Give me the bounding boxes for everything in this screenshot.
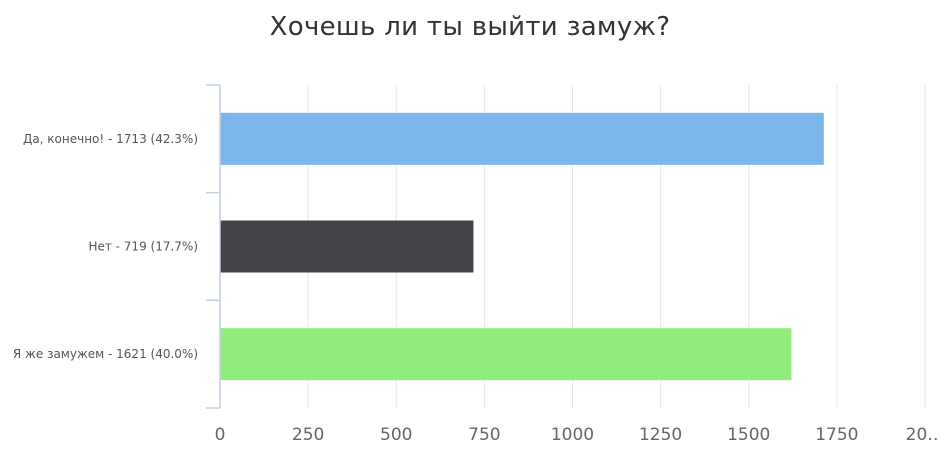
bar (220, 220, 474, 273)
x-tick-label: 1750 (815, 425, 858, 445)
x-tick-label: 250 (292, 425, 324, 445)
x-tick-label: 0 (215, 425, 226, 445)
bars (220, 112, 824, 381)
x-tick-label: 20… (906, 425, 940, 445)
chart-title: Хочешь ли ты выйти замуж? (269, 12, 671, 42)
category-label: Да, конечно! - 1713 (42.3%) (23, 132, 198, 146)
x-tick-label: 500 (380, 425, 412, 445)
bar (220, 328, 792, 381)
category-label: Нет - 719 (17.7%) (88, 240, 198, 254)
category-label: Я же замужем - 1621 (40.0%) (13, 347, 198, 361)
category-labels: Да, конечно! - 1713 (42.3%) Нет - 719 (17… (13, 132, 198, 361)
bar (220, 112, 824, 165)
y-axis (206, 84, 221, 409)
x-tick-label: 1000 (551, 425, 594, 445)
x-tick-label: 1250 (639, 425, 682, 445)
x-tick-label: 750 (468, 425, 500, 445)
x-tick-label: 1500 (727, 425, 770, 445)
x-tick-labels: 0 250 500 750 1000 1250 1500 1750 20… (215, 425, 940, 445)
